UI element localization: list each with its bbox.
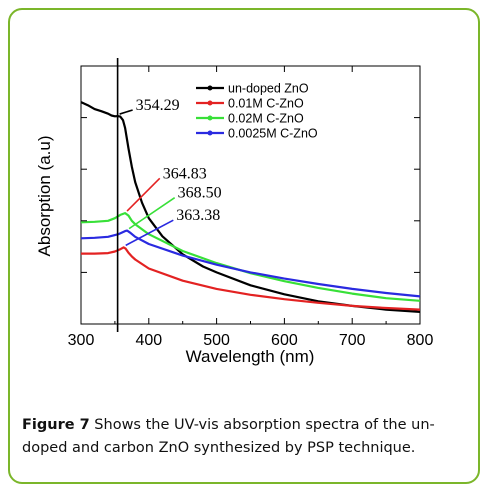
x-tick-label: 400 (135, 332, 162, 349)
x-tick-label: 600 (271, 332, 298, 349)
x-tick-label: 300 (68, 332, 95, 349)
annotation-leader (125, 219, 174, 247)
series-layer (80, 101, 421, 313)
legend-marker (207, 100, 213, 106)
legend-label: 0.02M C-ZnO (228, 112, 304, 126)
x-tick-label: 800 (407, 332, 434, 349)
figure-frame (8, 8, 480, 484)
series-line-2 (80, 212, 421, 302)
figure-caption: Figure 7 Shows the UV-vis absorption spe… (22, 414, 462, 460)
uv-vis-chart: 300 400 500 600 700 800 354.29 364.83 368.50 363… (35, 58, 434, 366)
annotation-leader (119, 109, 133, 115)
x-tick-label: 700 (339, 332, 366, 349)
annotation-label: 354.29 (136, 97, 180, 114)
x-tick-label: 500 (203, 332, 230, 349)
annotation-label: 368.50 (178, 185, 222, 202)
y-axis-ticks (81, 117, 420, 273)
annotation-layer: 354.29 364.83 368.50 363.38 (119, 97, 222, 247)
annotation-leader (128, 197, 176, 230)
legend-label: 0.0025M C-ZnO (228, 127, 318, 141)
annotation-leader (126, 177, 161, 212)
series-line-0 (80, 101, 421, 313)
caption-label: Figure 7 (22, 417, 90, 433)
legend-marker (207, 85, 213, 91)
caption-text: Shows the UV-vis absorption spectra of t… (22, 417, 435, 456)
y-axis-label: Absorption (a.u) (35, 136, 54, 257)
series-line-1 (81, 246, 421, 311)
legend-marker (207, 130, 213, 136)
annotation-label: 364.83 (163, 165, 207, 182)
x-axis-ticks: 300 400 500 600 700 800 (68, 66, 434, 349)
legend-marker (207, 115, 213, 121)
x-axis-label: Wavelength (nm) (186, 347, 315, 366)
legend-label: un-doped ZnO (228, 82, 309, 96)
series-line-3 (80, 229, 421, 298)
annotation-label: 363.38 (176, 207, 220, 224)
legend-label: 0.01M C-ZnO (228, 97, 304, 111)
